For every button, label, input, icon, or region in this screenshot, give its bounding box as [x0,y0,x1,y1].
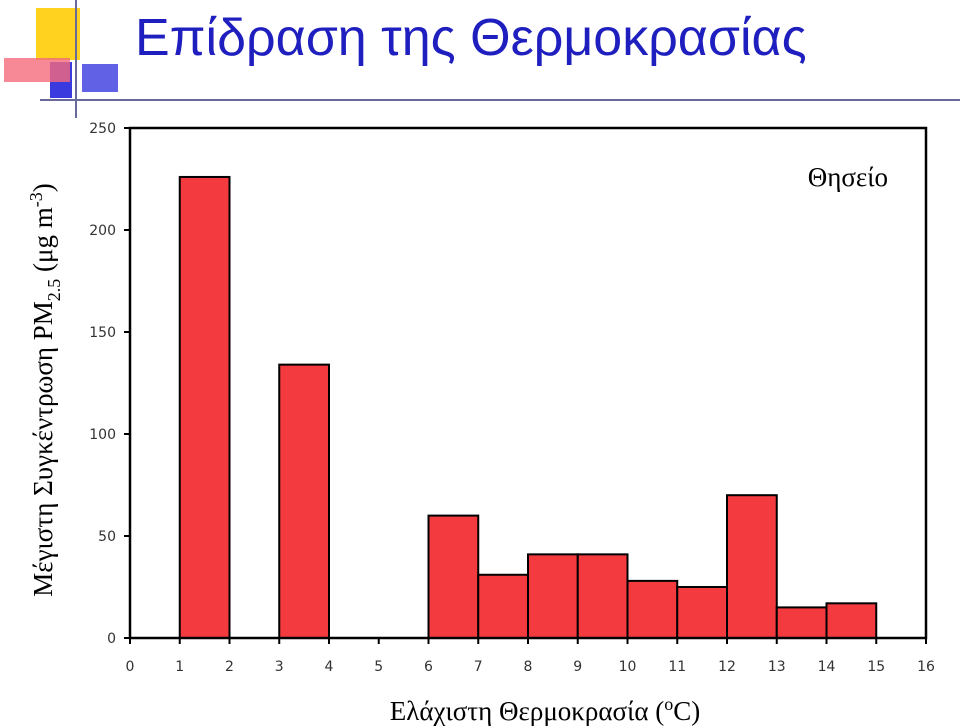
y-label-part: ) [28,183,58,192]
x-tick-label: 5 [374,659,383,675]
y-label-sup: -3 [26,192,46,207]
y-tick-label: 250 [89,121,116,137]
y-tick-label: 100 [89,427,116,443]
x-label-part: C) [673,696,700,726]
y-label-part: (μg m [28,207,58,278]
annotation: Θησείο [808,162,888,192]
x-tick-label: 8 [524,659,533,675]
y-label-sub: 2.5 [44,279,64,302]
x-tick-label: 10 [619,659,637,675]
x-axis-label: Ελάχιστη Θερμοκρασία (oC) [390,694,700,726]
x-tick-label: 7 [474,659,483,675]
x-tick-label: 9 [573,659,582,675]
y-tick-label: 150 [89,325,116,341]
bar [775,606,828,640]
bar [278,363,330,639]
bar [576,553,629,639]
x-tick-label: 11 [668,659,686,675]
x-tick-label: 0 [126,659,135,675]
x-tick-label: 15 [867,659,885,675]
bar [626,579,679,640]
x-tick-label: 14 [818,659,836,675]
bar [427,514,480,639]
x-tick-label: 6 [424,659,433,675]
bar [676,586,728,639]
deco-blue2 [82,64,118,92]
bar [726,494,778,640]
x-tick-label: 1 [175,659,184,675]
x-tick-label: 3 [275,659,284,675]
bar [477,573,529,640]
x-tick-label: 4 [325,659,334,675]
bar [527,553,579,639]
y-axis-label: Μέγιστη Συγκέντρωση PM2.5 (μg m-3) [26,183,64,597]
y-label-part: Μέγιστη Συγκέντρωση PM [28,301,58,597]
bar [178,175,231,640]
x-tick-label: 16 [917,659,935,675]
y-tick-label: 200 [89,223,116,239]
y-tick-label: 50 [98,529,116,545]
deco-red [4,58,70,82]
title: Επίδραση της Θερμοκρασίας [135,9,807,67]
x-tick-label: 13 [768,659,786,675]
deco-yellow [36,8,80,60]
x-tick-label: 12 [718,659,736,675]
x-label-sup: o [664,694,673,714]
x-label-part: Ελάχιστη Θερμοκρασία ( [390,696,664,726]
y-tick-label: 0 [107,631,116,647]
x-tick-label: 2 [225,659,234,675]
bar [825,602,878,640]
